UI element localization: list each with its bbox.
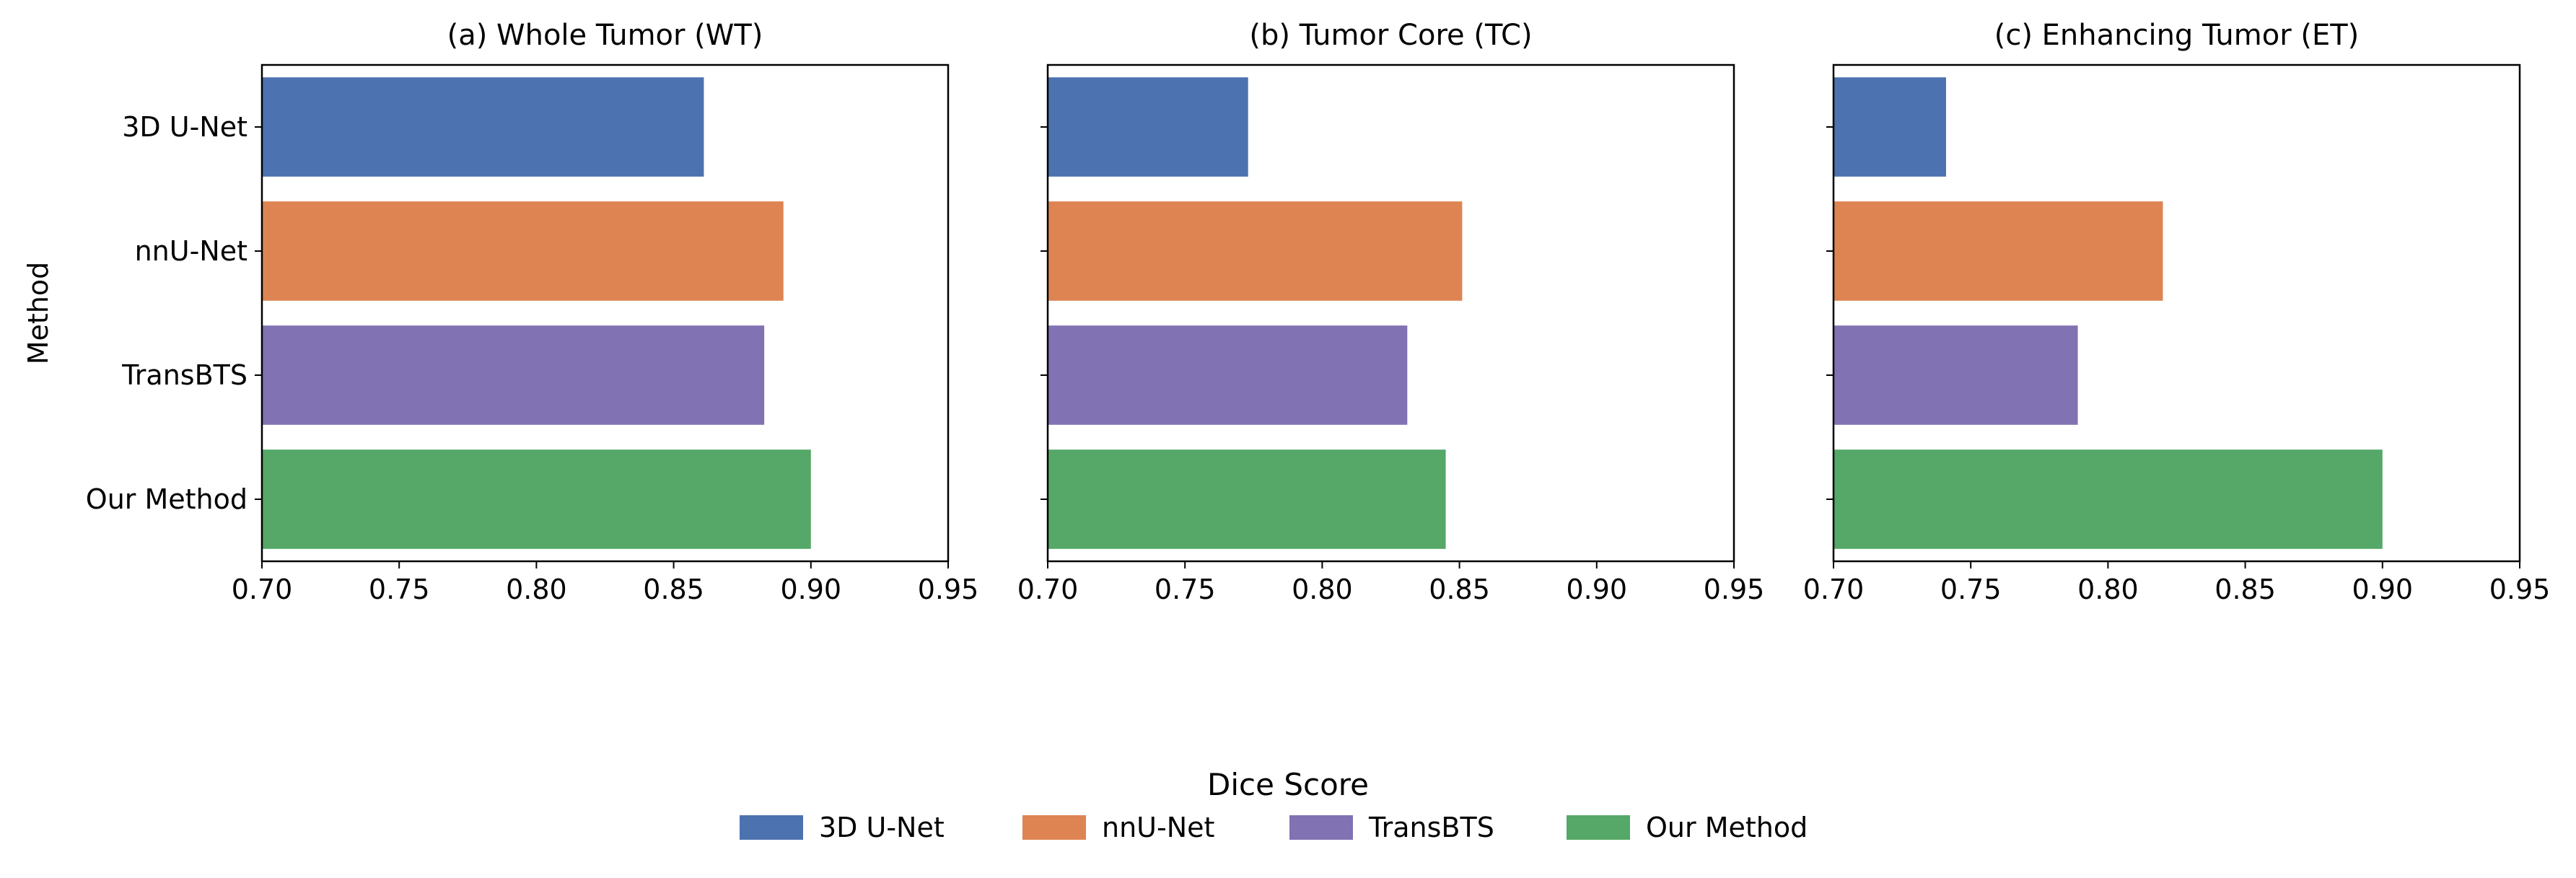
bar-3-nnu-net <box>1834 201 2163 301</box>
x-tick-label-3-0: 0.70 <box>1803 574 1865 605</box>
legend-label-nnu-net: nnU-Net <box>1102 812 1214 843</box>
x-axis-label: Dice Score <box>1207 767 1369 802</box>
x-tick-label-2-0: 0.70 <box>1017 574 1079 605</box>
y-axis-label: Method <box>22 262 54 365</box>
bar-1-our-method <box>262 449 811 549</box>
chart-panels: 3D U-Net nnU-Net TransBTS Our Method 0.70 0.7… <box>22 19 2550 605</box>
legend-label-our-method: Our Method <box>1646 812 1808 843</box>
panel-title-2: (b) Tumor Core (TC) <box>1249 19 1532 52</box>
plot-frame-1 <box>260 63 950 563</box>
plot-frame-3 <box>1832 63 2521 563</box>
x-tick-label-2-2: 0.80 <box>1292 574 1353 605</box>
bar-2-3d-u-net <box>1048 77 1248 177</box>
panel-title-3: (c) Enhancing Tumor (ET) <box>1994 19 2360 52</box>
x-tick-label-1-1: 0.75 <box>369 574 430 605</box>
x-tick-label-1-0: 0.70 <box>232 574 293 605</box>
y-tick-label-our-method: Our Method <box>86 483 247 515</box>
bar-3-transbts <box>1834 325 2078 425</box>
x-tick-label-1-3: 0.85 <box>643 574 704 605</box>
legend-swatch-3d-u-net <box>740 815 803 840</box>
x-tick-label-3-5: 0.95 <box>2489 574 2551 605</box>
legend-label-3d-u-net: 3D U-Net <box>819 812 945 843</box>
bar-2-transbts <box>1048 325 1408 425</box>
legend-swatch-transbts <box>1289 815 1353 840</box>
x-tick-label-2-3: 0.85 <box>1429 574 1490 605</box>
bar-3-our-method <box>1834 449 2383 549</box>
x-tick-label-2-4: 0.90 <box>1566 574 1627 605</box>
plot-frame-2 <box>1046 63 1735 563</box>
x-tick-label-3-4: 0.90 <box>2352 574 2413 605</box>
x-tick-label-3-3: 0.85 <box>2214 574 2276 605</box>
y-tick-label-nnu-net: nnU-Net <box>135 235 247 267</box>
x-tick-label-3-1: 0.75 <box>1940 574 2002 605</box>
bar-2-our-method <box>1048 449 1446 549</box>
bar-1-3d-u-net <box>262 77 704 177</box>
x-tick-label-3-2: 0.80 <box>2077 574 2139 605</box>
bar-1-transbts <box>262 325 765 425</box>
x-tick-label-1-2: 0.80 <box>506 574 567 605</box>
y-tick-label-transbts: TransBTS <box>121 359 247 391</box>
x-tick-label-2-5: 0.95 <box>1704 574 1765 605</box>
legend-swatch-nnu-net <box>1022 815 1086 840</box>
legend-label-transbts: TransBTS <box>1368 812 1494 843</box>
x-tick-label-1-5: 0.95 <box>918 574 979 605</box>
bar-2-nnu-net <box>1048 201 1463 301</box>
bar-3-3d-u-net <box>1834 77 1946 177</box>
legend-swatch-our-method <box>1567 815 1630 840</box>
panel-title-1: (a) Whole Tumor (WT) <box>447 19 763 52</box>
y-tick-label-3d-u-net: 3D U-Net <box>122 111 247 143</box>
x-tick-label-1-4: 0.90 <box>780 574 841 605</box>
legend: 3D U-Net nnU-Net TransBTS Our Method <box>740 812 1808 843</box>
bar-1-nnu-net <box>262 201 784 301</box>
x-tick-label-2-1: 0.75 <box>1155 574 1216 605</box>
